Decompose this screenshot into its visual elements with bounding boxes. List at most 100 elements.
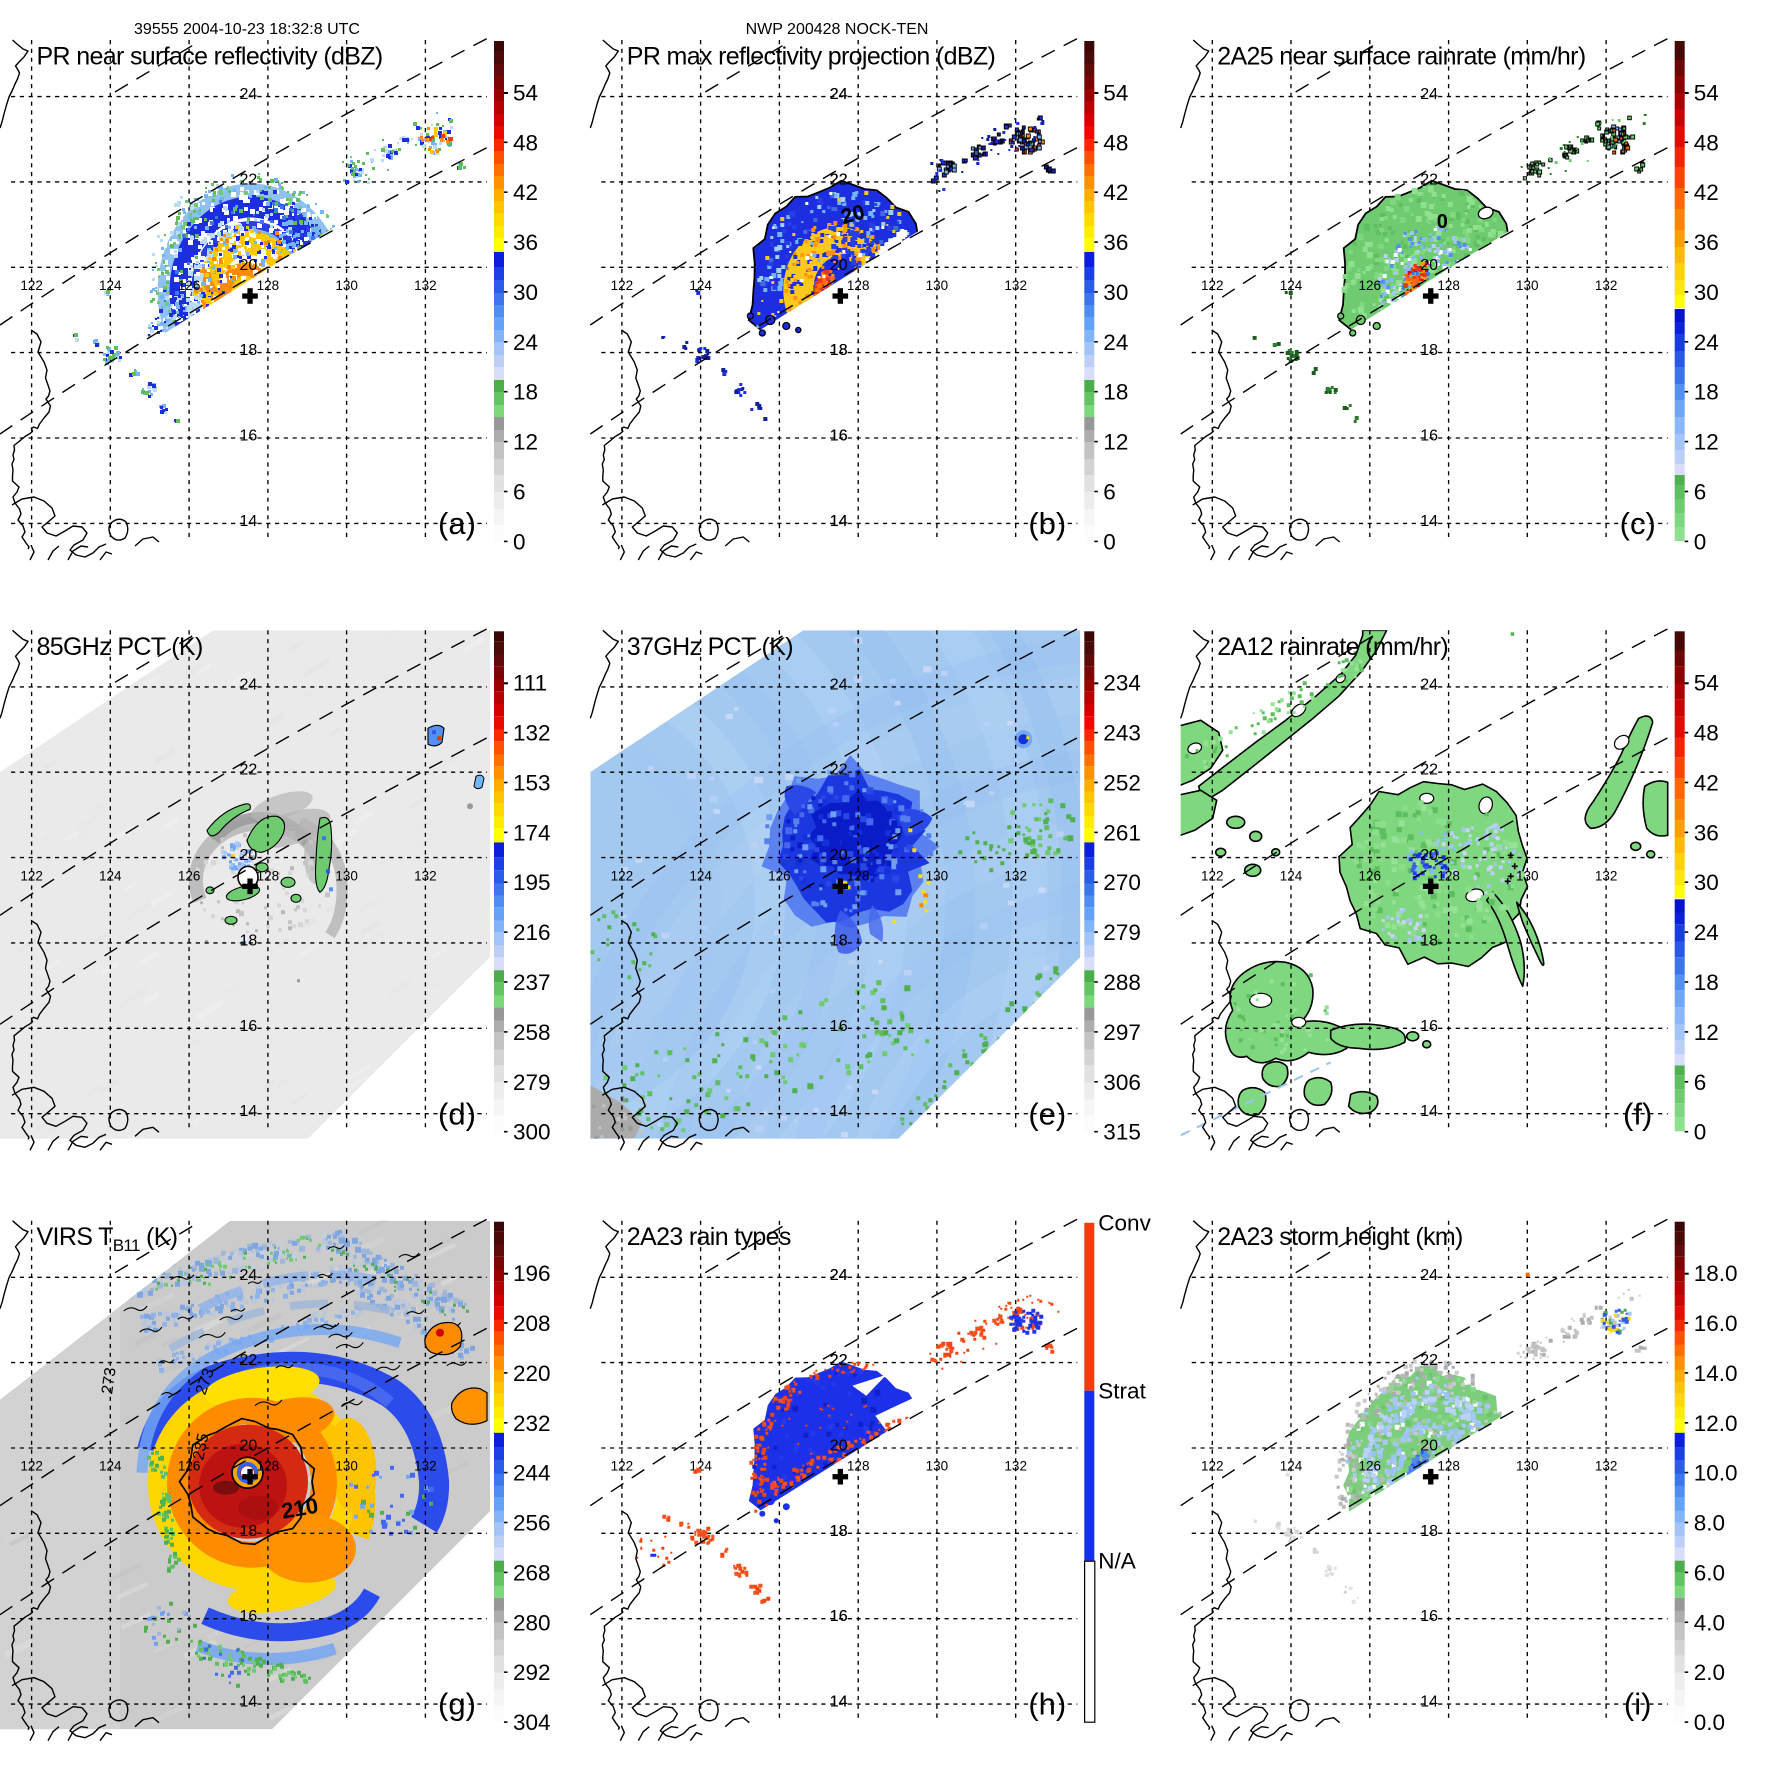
svg-text:220: 220 — [513, 1361, 551, 1386]
svg-text:0: 0 — [513, 529, 526, 554]
svg-text:85GHz PCT (K): 85GHz PCT (K) — [37, 633, 203, 661]
svg-text:279: 279 — [513, 1070, 551, 1095]
svg-text:16: 16 — [830, 428, 848, 445]
svg-text:18: 18 — [240, 932, 258, 949]
svg-text:14: 14 — [830, 1694, 848, 1711]
svg-text:280: 280 — [513, 1610, 551, 1635]
svg-text:18: 18 — [830, 1523, 848, 1540]
svg-text:130: 130 — [335, 868, 358, 883]
svg-text:18: 18 — [1420, 1523, 1438, 1540]
svg-text:128: 128 — [1437, 278, 1460, 293]
svg-text:111: 111 — [513, 671, 547, 696]
svg-text:6: 6 — [513, 480, 526, 505]
svg-text:174: 174 — [513, 820, 551, 845]
svg-text:2A23 rain types: 2A23 rain types — [627, 1223, 791, 1251]
svg-text:16: 16 — [240, 1018, 258, 1035]
svg-text:22: 22 — [1420, 762, 1438, 779]
svg-text:(b): (b) — [1028, 506, 1066, 541]
svg-text:234: 234 — [1103, 671, 1141, 696]
svg-text:288: 288 — [1103, 970, 1141, 995]
svg-text:37GHz PCT (K): 37GHz PCT (K) — [627, 633, 793, 661]
svg-text:48: 48 — [1694, 130, 1719, 155]
svg-text:30: 30 — [1694, 870, 1719, 895]
svg-text:279: 279 — [1103, 920, 1141, 945]
svg-text:132: 132 — [414, 278, 437, 293]
svg-text:12: 12 — [1694, 1020, 1719, 1045]
svg-text:16: 16 — [240, 428, 258, 445]
svg-text:6.0: 6.0 — [1694, 1560, 1725, 1585]
svg-text:130: 130 — [1516, 1459, 1539, 1474]
svg-text:243: 243 — [1103, 721, 1141, 746]
svg-text:30: 30 — [1694, 280, 1719, 305]
svg-text:24: 24 — [830, 1267, 848, 1284]
svg-text:18: 18 — [1694, 970, 1719, 995]
svg-text:2A12 rainrate (mm/hr): 2A12 rainrate (mm/hr) — [1217, 633, 1448, 661]
svg-text:20: 20 — [240, 1438, 258, 1455]
svg-text:128: 128 — [257, 868, 280, 883]
svg-text:54: 54 — [1694, 671, 1719, 696]
svg-text:306: 306 — [1103, 1070, 1141, 1095]
svg-text:232: 232 — [513, 1411, 551, 1436]
svg-text:300: 300 — [513, 1120, 551, 1145]
svg-text:18: 18 — [1694, 380, 1719, 405]
svg-text:195: 195 — [513, 870, 551, 895]
svg-text:Conv: Conv — [1098, 1211, 1151, 1236]
svg-text:24: 24 — [1420, 676, 1438, 693]
svg-text:122: 122 — [1201, 278, 1224, 293]
svg-text:18: 18 — [1420, 342, 1438, 359]
svg-text:132: 132 — [1004, 278, 1027, 293]
svg-text:126: 126 — [178, 1459, 201, 1474]
svg-text:PR max reflectivity projection: PR max reflectivity projection (dBZ) — [627, 43, 995, 71]
svg-text:54: 54 — [513, 80, 538, 105]
svg-text:14: 14 — [240, 1103, 258, 1120]
svg-text:252: 252 — [1103, 771, 1141, 796]
svg-text:22: 22 — [240, 762, 258, 779]
svg-text:315: 315 — [1103, 1120, 1141, 1145]
svg-text:14.0: 14.0 — [1694, 1361, 1738, 1386]
svg-text:126: 126 — [1359, 1459, 1382, 1474]
svg-text:261: 261 — [1103, 820, 1141, 845]
svg-text:39555 2004-10-23 18:32:8 UTC: 39555 2004-10-23 18:32:8 UTC — [134, 21, 360, 38]
svg-text:22: 22 — [830, 1352, 848, 1369]
svg-text:216: 216 — [513, 920, 551, 945]
svg-text:153: 153 — [513, 771, 551, 796]
svg-text:18: 18 — [240, 342, 258, 359]
svg-text:24: 24 — [1694, 920, 1719, 945]
svg-text:122: 122 — [20, 1459, 43, 1474]
svg-text:24: 24 — [830, 86, 848, 103]
svg-text:22: 22 — [1420, 1352, 1438, 1369]
svg-text:14: 14 — [1420, 1103, 1438, 1120]
svg-text:22: 22 — [240, 1352, 258, 1369]
svg-text:6: 6 — [1694, 480, 1707, 505]
svg-text:22: 22 — [830, 762, 848, 779]
svg-text:6: 6 — [1103, 480, 1116, 505]
svg-text:132: 132 — [1595, 868, 1618, 883]
svg-text:18: 18 — [240, 1523, 258, 1540]
svg-text:304: 304 — [513, 1710, 551, 1735]
svg-text:N/A: N/A — [1098, 1549, 1136, 1574]
svg-text:2A25 near surface rainrate (mm: 2A25 near surface rainrate (mm/hr) — [1217, 43, 1585, 71]
svg-text:122: 122 — [20, 278, 43, 293]
svg-text:24: 24 — [240, 676, 258, 693]
svg-text:PR near surface reflectivity (: PR near surface reflectivity (dBZ) — [37, 43, 383, 71]
svg-text:4.0: 4.0 — [1694, 1610, 1725, 1635]
svg-text:(a): (a) — [438, 506, 476, 541]
svg-text:297: 297 — [1103, 1020, 1141, 1045]
svg-text:48: 48 — [1103, 130, 1128, 155]
svg-text:132: 132 — [1004, 1459, 1027, 1474]
svg-text:124: 124 — [689, 868, 712, 883]
svg-text:22: 22 — [830, 171, 848, 188]
svg-text:124: 124 — [99, 1459, 122, 1474]
svg-text:128: 128 — [257, 278, 280, 293]
svg-text:0: 0 — [1694, 529, 1707, 554]
svg-text:235: 235 — [190, 1432, 212, 1462]
svg-text:42: 42 — [1694, 771, 1719, 796]
svg-text:130: 130 — [1516, 278, 1539, 293]
svg-text:22: 22 — [1420, 171, 1438, 188]
svg-text:128: 128 — [847, 278, 870, 293]
svg-text:124: 124 — [689, 278, 712, 293]
svg-text:36: 36 — [1103, 230, 1128, 255]
svg-text:24: 24 — [830, 676, 848, 693]
svg-text:NWP 200428 NOCK-TEN: NWP 200428 NOCK-TEN — [746, 21, 929, 38]
svg-text:16: 16 — [830, 1018, 848, 1035]
